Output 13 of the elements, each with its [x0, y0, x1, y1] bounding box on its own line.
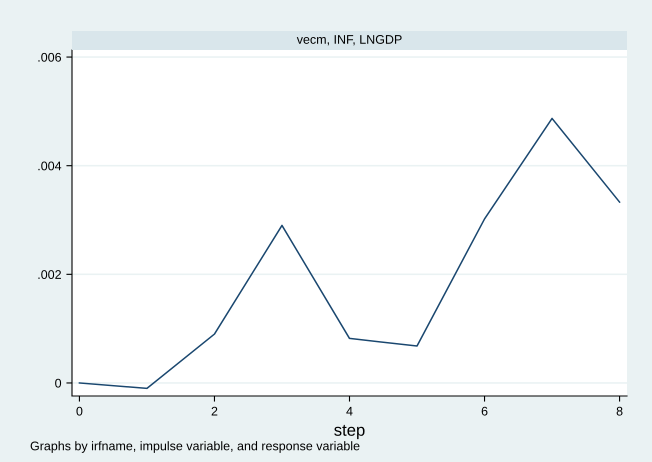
line-series [78, 118, 620, 390]
y-tick-label: .006 [38, 52, 62, 62]
x-tick-label: 4 [346, 406, 353, 416]
x-tick-label: 8 [616, 406, 623, 416]
x-tick-label: 0 [76, 406, 82, 416]
x-axis-title: step [334, 424, 365, 440]
text: Graphs by irfname, impulse variable, and response variable [30, 441, 360, 453]
y-tick-label: 0 [55, 378, 62, 388]
chart-title: vecm, INF, LNGDP [296, 35, 402, 46]
y-tick-label: .004 [38, 161, 62, 170]
x-tick-label: 6 [482, 406, 488, 416]
x-tick-label: 2 [212, 406, 218, 416]
y-tick-label: .002 [38, 270, 61, 279]
